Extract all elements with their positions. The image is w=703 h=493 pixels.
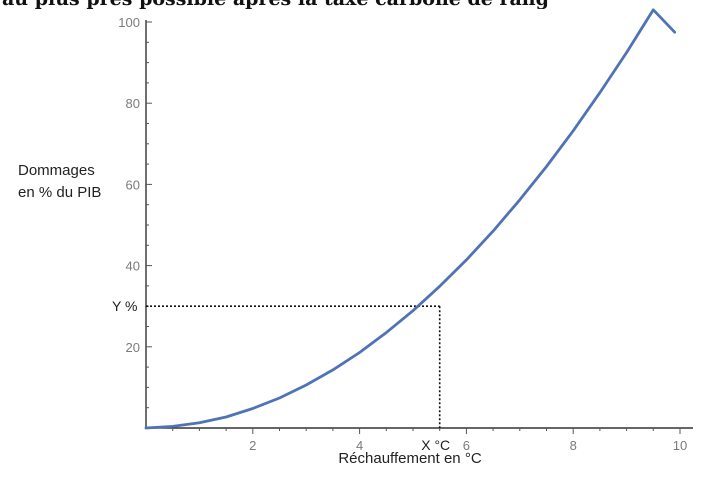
y-axis-title-line: Dommages bbox=[18, 162, 95, 179]
y-tick-label: 20 bbox=[126, 340, 140, 355]
x-tick-label: 4 bbox=[356, 438, 363, 453]
x-axis-title: Réchauffement en °C bbox=[338, 450, 481, 467]
x-tick-label: 6 bbox=[463, 438, 470, 453]
page-header-fragment: au plus près possible après la taxe carb… bbox=[0, 0, 703, 9]
x-tick-label: 8 bbox=[570, 438, 577, 453]
y-tick-label: 60 bbox=[126, 177, 140, 192]
x-tick-label: 2 bbox=[249, 438, 256, 453]
y-tick-label: 40 bbox=[126, 259, 140, 274]
x-annotation-label: X °C bbox=[421, 437, 450, 453]
y-annotation-label: Y % bbox=[112, 298, 137, 314]
y-axis-title-line: en % du PIB bbox=[18, 184, 101, 201]
y-axis-title: Dommages en % du PIB bbox=[18, 162, 101, 201]
x-tick-label: 10 bbox=[673, 438, 687, 453]
damage-curve bbox=[144, 8, 677, 430]
y-tick-label: 80 bbox=[126, 96, 140, 111]
y-tick-label: 100 bbox=[118, 15, 140, 30]
